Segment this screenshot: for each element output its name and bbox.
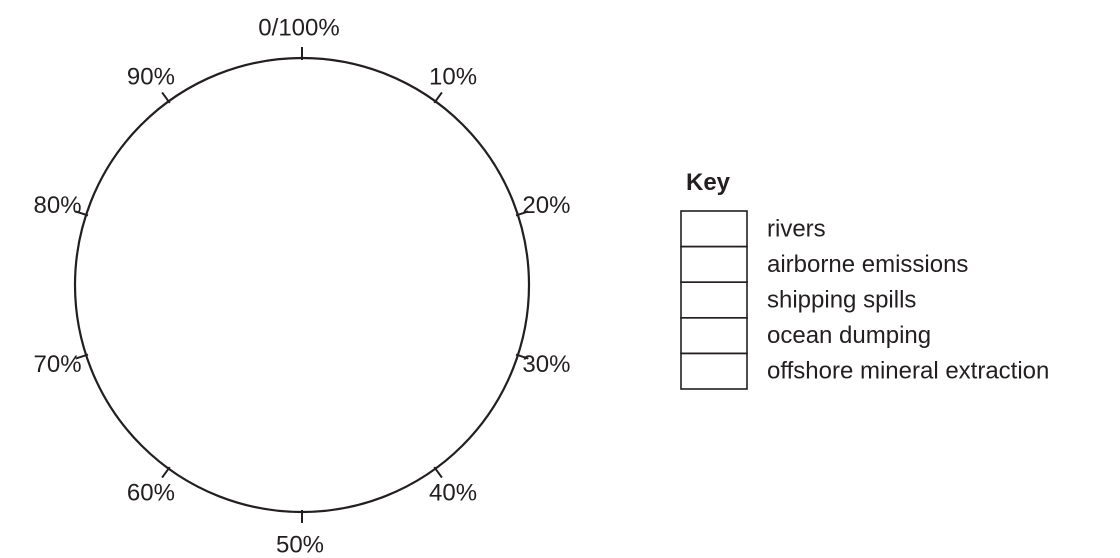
tick-label-10: 10% — [429, 64, 477, 91]
tick-mark-20 — [515, 210, 529, 217]
tick-mark-10 — [433, 91, 443, 104]
tick-label-80: 80% — [34, 192, 82, 219]
pie-circle-outline — [73, 56, 531, 514]
tick-mark-80 — [75, 210, 89, 217]
key-item-label: ocean dumping — [767, 322, 931, 349]
tick-mark-70 — [75, 353, 89, 360]
key-swatch-box — [680, 352, 748, 390]
key-legend: Key rivers airborne emissions shipping spi… — [680, 169, 1049, 390]
key-title: Key — [686, 169, 731, 196]
tick-mark-60 — [161, 466, 171, 479]
tick-label-40: 40% — [429, 479, 477, 506]
tick-label-70: 70% — [34, 351, 82, 378]
tick-label-50: 50% — [276, 532, 324, 554]
key-item-label: offshore mineral extraction — [767, 358, 1049, 385]
key-swatch-box — [680, 210, 748, 248]
tick-label-60: 60% — [127, 479, 175, 506]
tick-label-20: 20% — [522, 192, 570, 219]
tick-mark-40 — [433, 466, 443, 479]
key-item-label: rivers — [767, 215, 826, 242]
key-swatch-box — [680, 316, 748, 355]
key-swatch-box — [680, 281, 748, 319]
tick-mark-30 — [515, 353, 529, 360]
key-item-label: shipping spills — [767, 287, 916, 314]
tick-label-30: 30% — [522, 351, 570, 378]
tick-label-90: 90% — [127, 64, 175, 91]
tick-mark-90 — [161, 91, 171, 104]
percent-ticks: 0/100% 10% 20% 30% 40% 50% 60% 70% 80% 90% — [34, 15, 571, 558]
key-items: rivers airborne emissions shipping spills o… — [680, 210, 1049, 390]
key-item-label: airborne emissions — [767, 251, 968, 278]
key-swatch-box — [680, 245, 748, 284]
tick-label-0: 0/100% — [258, 15, 339, 42]
